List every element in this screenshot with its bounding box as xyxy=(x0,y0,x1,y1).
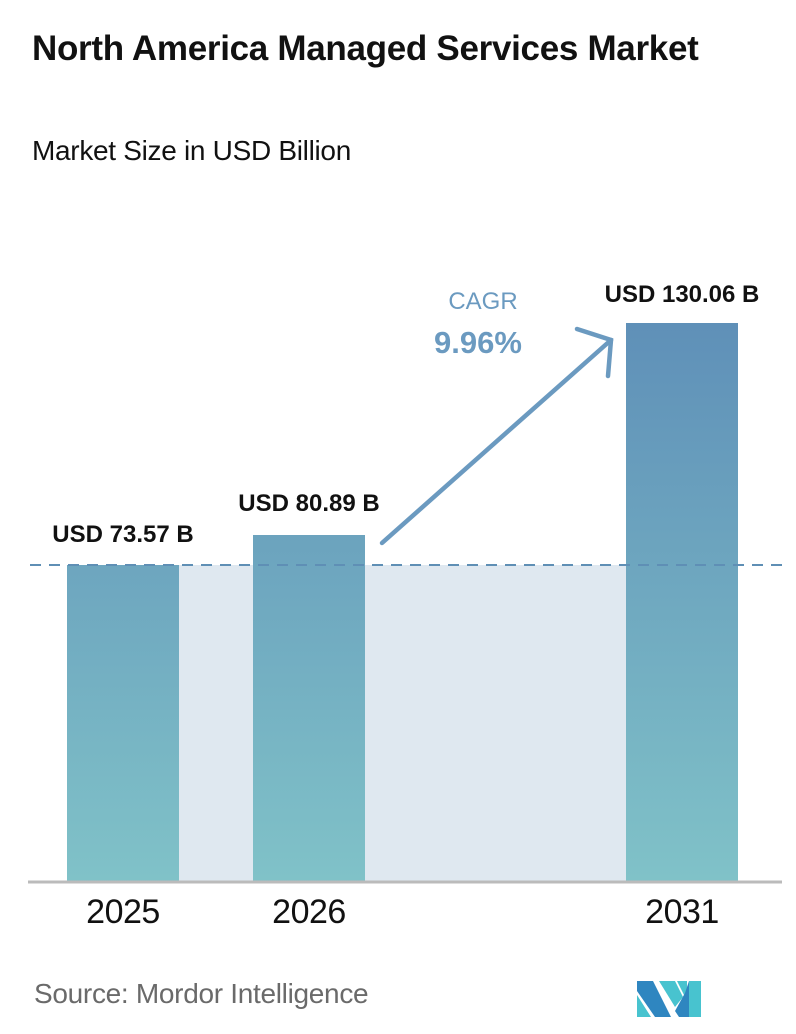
bar-2031 xyxy=(626,323,738,882)
bar-label-2026: USD 80.89 B xyxy=(238,490,380,517)
cagr-arrow-icon xyxy=(379,326,614,546)
bar-label-2031: USD 130.06 B xyxy=(604,281,760,308)
chart-subtitle: Market Size in USD Billion xyxy=(32,135,351,166)
x-tick-2031: 2031 xyxy=(645,893,719,931)
source-text: Source: Mordor Intelligence xyxy=(34,978,369,1009)
bar-label-2025: USD 73.57 B xyxy=(52,521,194,548)
cagr-label: CAGR xyxy=(448,288,518,315)
x-tick-2025: 2025 xyxy=(86,893,160,931)
mordor-intelligence-logo-icon xyxy=(637,981,701,1017)
chart-title: North America Managed Services Market xyxy=(32,29,699,68)
bar-2026 xyxy=(253,535,365,882)
x-tick-2026: 2026 xyxy=(272,893,346,931)
fill-between-region xyxy=(179,565,626,882)
bar-2025 xyxy=(67,565,179,882)
cagr-value: 9.96% xyxy=(434,325,522,360)
